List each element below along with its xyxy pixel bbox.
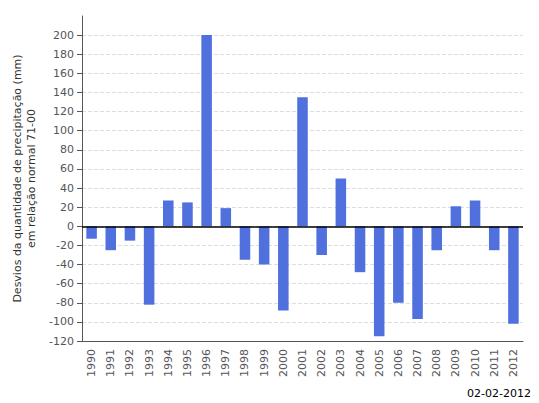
svg-text:1998: 1998 (238, 349, 251, 377)
svg-text:2002: 2002 (315, 349, 328, 377)
svg-text:1992: 1992 (123, 349, 136, 377)
svg-text:2011: 2011 (488, 349, 501, 377)
svg-text:120: 120 (53, 105, 74, 118)
svg-text:0: 0 (67, 220, 74, 233)
svg-text:-120: -120 (49, 335, 74, 348)
svg-text:2006: 2006 (392, 349, 405, 377)
svg-text:-100: -100 (49, 315, 74, 328)
svg-text:2001: 2001 (296, 349, 309, 377)
svg-text:1994: 1994 (162, 349, 175, 377)
svg-text:180: 180 (53, 48, 74, 61)
svg-text:1991: 1991 (104, 349, 117, 377)
svg-text:2000: 2000 (277, 349, 290, 377)
svg-text:2003: 2003 (334, 349, 347, 377)
svg-text:02-02-2012: 02-02-2012 (467, 387, 531, 400)
svg-text:1999: 1999 (258, 349, 271, 377)
svg-text:20: 20 (60, 201, 74, 214)
svg-text:140: 140 (53, 86, 74, 99)
svg-text:2004: 2004 (354, 349, 367, 377)
svg-text:160: 160 (53, 67, 74, 80)
svg-text:2012: 2012 (507, 349, 520, 377)
svg-text:2010: 2010 (469, 349, 482, 377)
svg-text:1995: 1995 (181, 349, 194, 377)
svg-text:-60: -60 (56, 277, 74, 290)
svg-text:100: 100 (53, 124, 74, 137)
svg-text:1990: 1990 (85, 349, 98, 377)
svg-text:80: 80 (60, 143, 74, 156)
svg-text:40: 40 (60, 182, 74, 195)
svg-text:2007: 2007 (411, 349, 424, 377)
svg-text:-40: -40 (56, 258, 74, 271)
svg-text:1997: 1997 (219, 349, 232, 377)
svg-text:60: 60 (60, 162, 74, 175)
svg-text:-80: -80 (56, 296, 74, 309)
svg-text:1996: 1996 (200, 349, 213, 377)
svg-text:-20: -20 (56, 239, 74, 252)
svg-text:em relação normal 71-00: em relação normal 71-00 (25, 109, 38, 248)
svg-text:1993: 1993 (143, 349, 156, 377)
svg-text:2008: 2008 (430, 349, 443, 377)
svg-text:2009: 2009 (449, 349, 462, 377)
svg-text:Desvios da quantidade de preci: Desvios da quantidade de precipitação (m… (11, 54, 24, 302)
svg-text:2005: 2005 (373, 349, 386, 377)
svg-text:200: 200 (53, 29, 74, 42)
